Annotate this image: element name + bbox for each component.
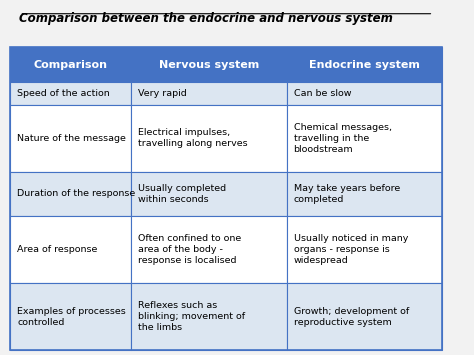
Bar: [287, 105, 442, 171]
Bar: [131, 105, 287, 171]
Bar: [287, 216, 442, 283]
Bar: [131, 283, 287, 350]
Text: Examples of processes
controlled: Examples of processes controlled: [17, 307, 126, 327]
Bar: [287, 171, 442, 216]
Text: Comparison: Comparison: [34, 60, 108, 70]
Text: Endocrine system: Endocrine system: [309, 60, 420, 70]
Bar: [131, 171, 287, 216]
Text: Duration of the response: Duration of the response: [17, 190, 136, 198]
Bar: [287, 47, 442, 82]
Bar: [131, 47, 287, 82]
Text: Speed of the action: Speed of the action: [17, 89, 110, 98]
Text: Comparison between the endocrine and nervous system: Comparison between the endocrine and ner…: [19, 12, 393, 25]
Text: Nature of the message: Nature of the message: [17, 134, 126, 143]
Text: Growth; development of
reproductive system: Growth; development of reproductive syst…: [293, 307, 409, 327]
Text: Nervous system: Nervous system: [159, 60, 259, 70]
Text: Can be slow: Can be slow: [293, 89, 351, 98]
Bar: [10, 105, 131, 171]
Bar: [10, 216, 131, 283]
Bar: [10, 47, 131, 82]
Bar: [131, 82, 287, 105]
Text: Area of response: Area of response: [17, 245, 98, 254]
Text: Usually noticed in many
organs - response is
widespread: Usually noticed in many organs - respons…: [293, 234, 408, 265]
Text: Electrical impulses,
travelling along nerves: Electrical impulses, travelling along ne…: [138, 128, 248, 148]
Bar: [10, 171, 131, 216]
Text: Often confined to one
area of the body -
response is localised: Often confined to one area of the body -…: [138, 234, 241, 265]
Bar: [287, 283, 442, 350]
Bar: [131, 216, 287, 283]
Text: Reflexes such as
blinking; movement of
the limbs: Reflexes such as blinking; movement of t…: [138, 301, 245, 332]
Bar: [287, 82, 442, 105]
Bar: [10, 283, 131, 350]
Text: Very rapid: Very rapid: [138, 89, 187, 98]
Bar: [10, 82, 131, 105]
Text: Chemical messages,
travelling in the
bloodstream: Chemical messages, travelling in the blo…: [293, 122, 392, 154]
Text: May take years before
completed: May take years before completed: [293, 184, 400, 204]
Bar: [10, 47, 442, 350]
Text: Usually completed
within seconds: Usually completed within seconds: [138, 184, 226, 204]
